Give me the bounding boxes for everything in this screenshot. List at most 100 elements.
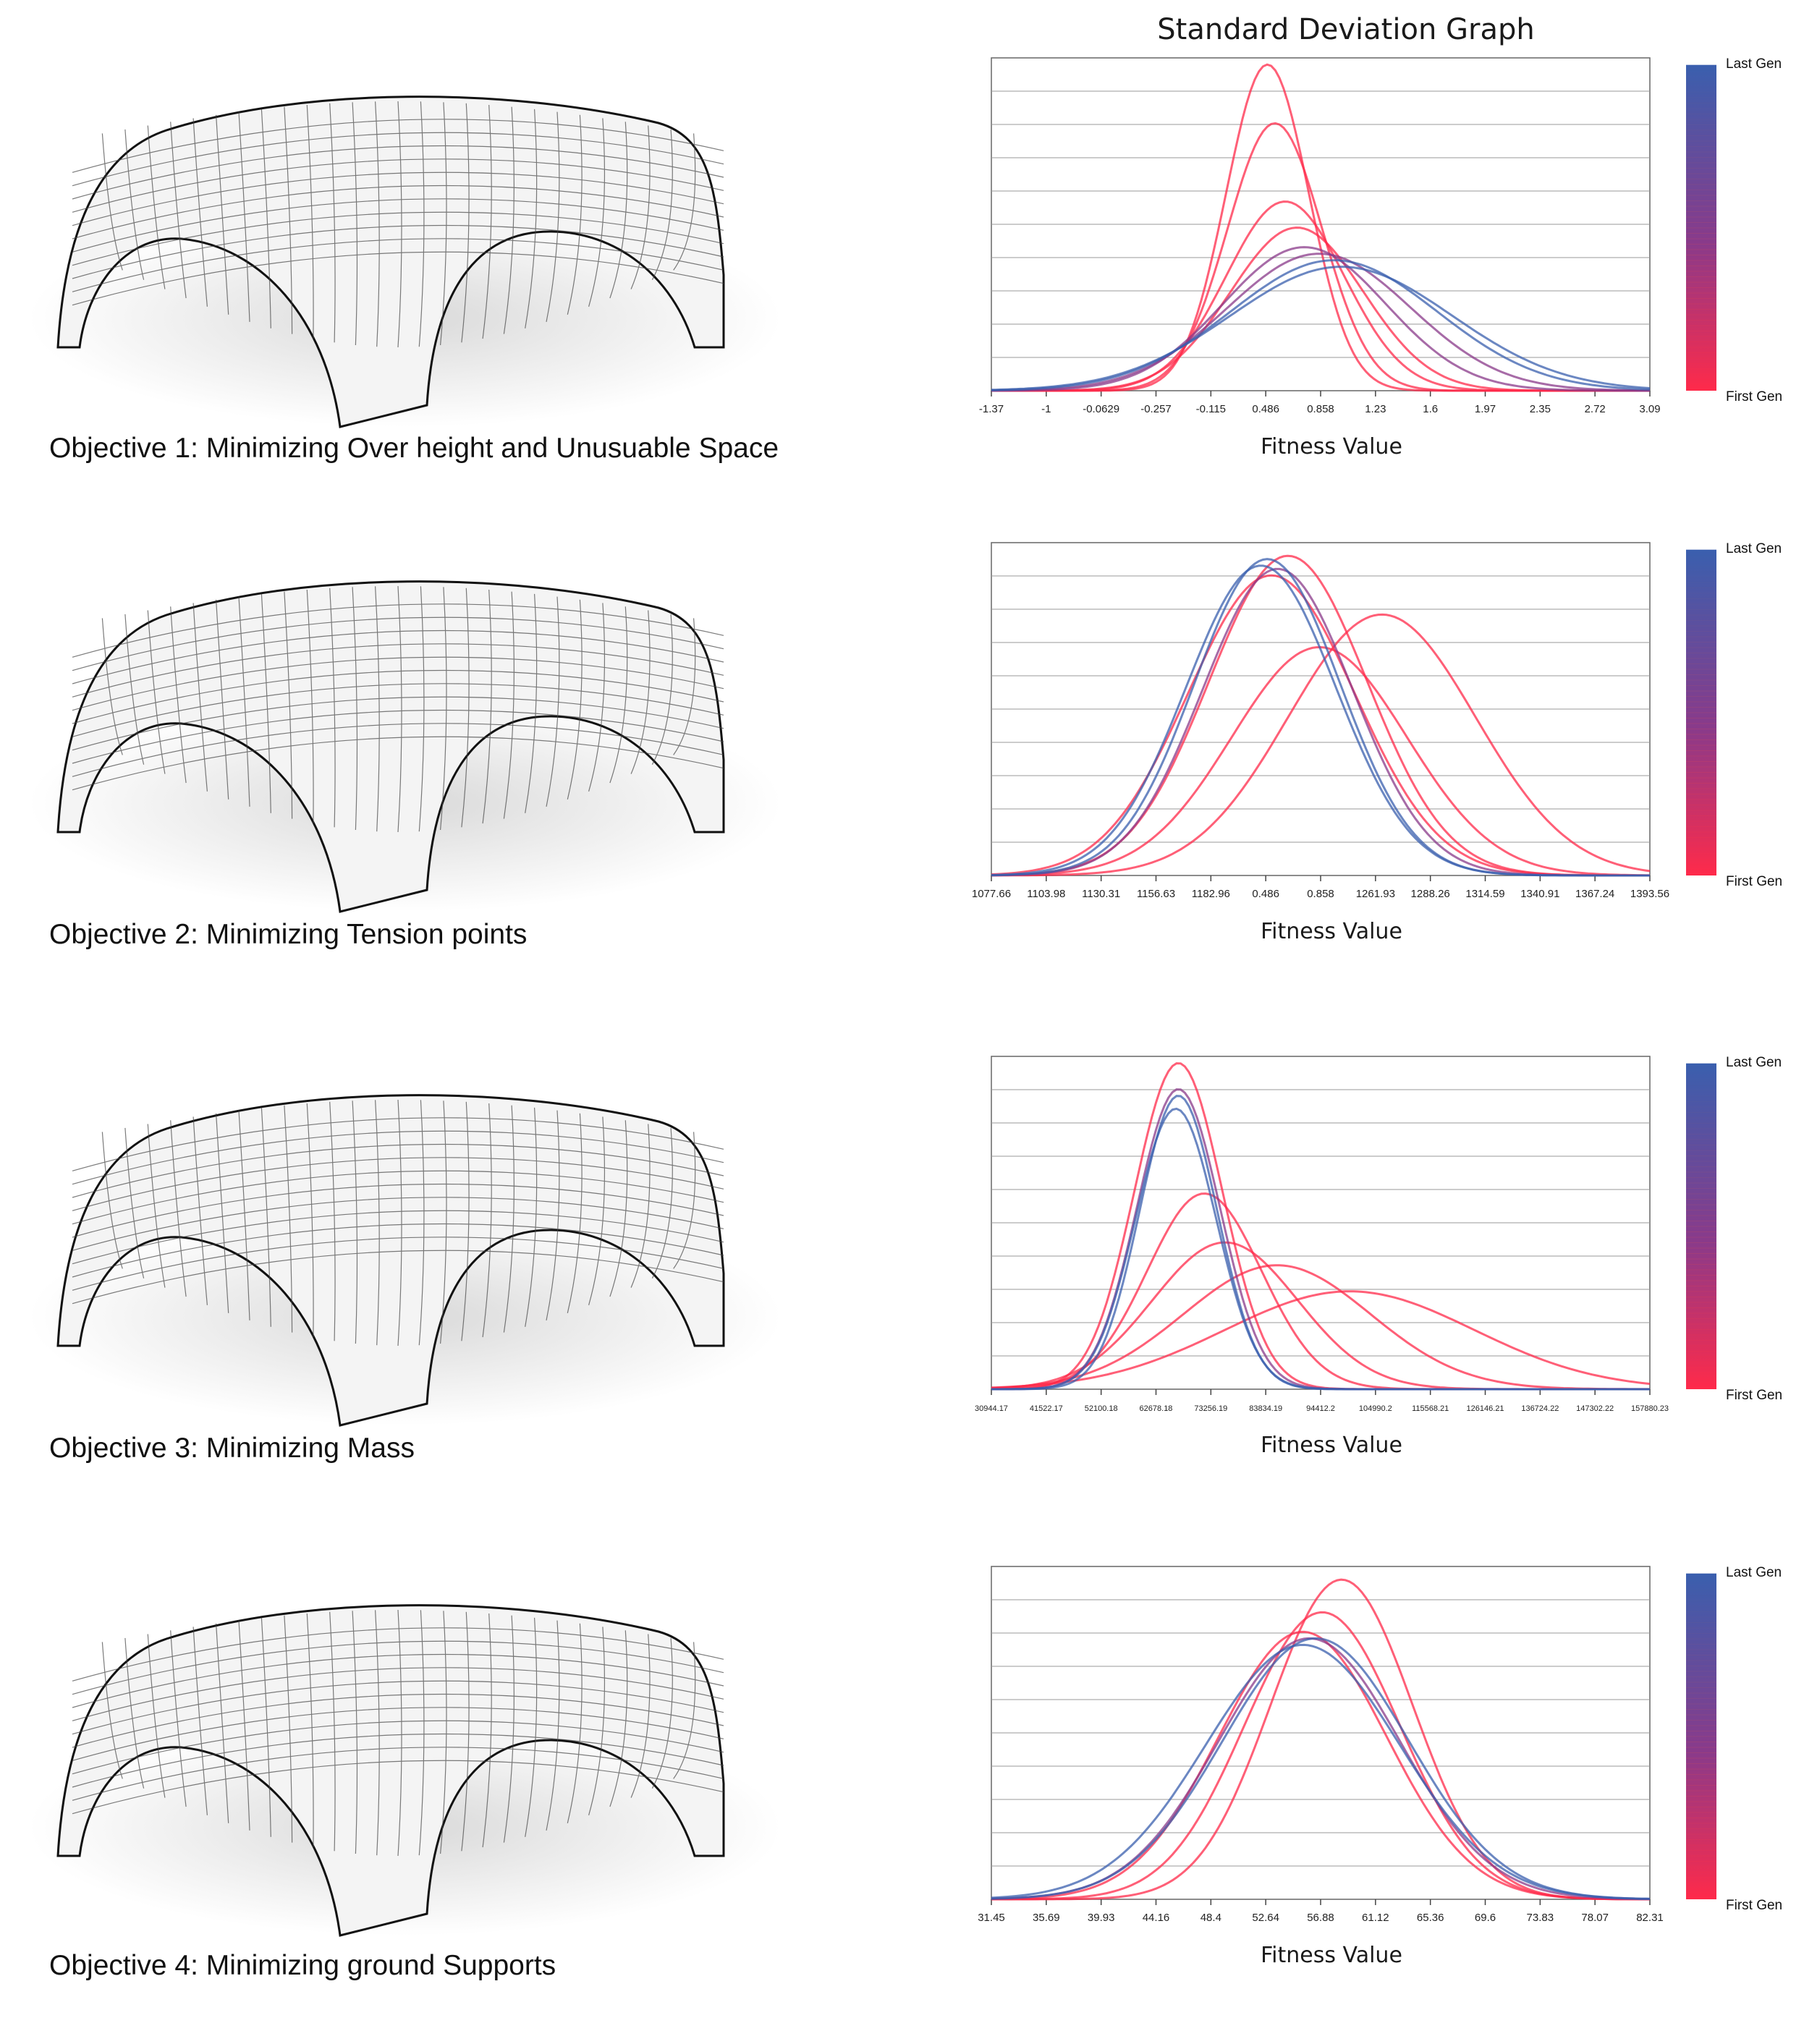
x-tick-label: 2.72 (1585, 403, 1606, 415)
objective-row-2: Objective 2: Minimizing Tension points 1… (0, 528, 1804, 1020)
vault-render-2 (29, 580, 782, 913)
x-tick-label: 56.88 (1307, 1912, 1334, 1924)
legend-last-gen: Last Gen (1726, 56, 1782, 72)
objective-row-3: Objective 3: Minimizing Mass 30944.17 415… (0, 1042, 1804, 1534)
x-axis-label: Fitness Value (1261, 1943, 1402, 1968)
x-tick-label: 126146.21 (1467, 1404, 1504, 1413)
x-tick-label: 1288.26 (1411, 888, 1450, 900)
objective-caption: Objective 4: Minimizing ground Supports (49, 1950, 556, 1981)
x-axis-label: Fitness Value (1261, 1433, 1402, 1458)
sd-chart-3: 30944.17 41522.17 52100.18 62678.18 73256.19… (941, 1042, 1804, 1534)
x-tick-label: 48.4 (1200, 1912, 1221, 1924)
x-tick-label: 0.858 (1307, 888, 1334, 900)
series-curve-last (991, 259, 1651, 391)
chart-svg: -1.37 -1 -0.0629 -0.257 -0.115 0.486 0.858 1.23… (979, 57, 1716, 415)
legend-first-gen: First Gen (1726, 874, 1783, 889)
x-tick-label: 65.36 (1417, 1912, 1444, 1924)
series-curve-last (991, 564, 1650, 877)
series-curve-mid (991, 246, 1650, 392)
x-tick-label: 78.07 (1581, 1912, 1609, 1924)
chart-svg: 31.45 35.69 39.93 44.16 48.4 52.64 56.88 61.12 6… (978, 1566, 1716, 1924)
x-tick-label: 73.83 (1527, 1912, 1554, 1924)
x-tick-label: 41522.17 (1030, 1404, 1063, 1413)
x-tick-label: 1393.56 (1630, 888, 1669, 900)
x-tick-label: 0.486 (1252, 403, 1279, 415)
x-tick-label: 94412.2 (1306, 1404, 1335, 1413)
objective-caption: Objective 2: Minimizing Tension points (49, 919, 528, 950)
vault-mesh (72, 585, 724, 833)
vault-surface (56, 1604, 725, 1937)
legend-last-gen: Last Gen (1726, 541, 1782, 556)
x-tick-label: 30944.17 (975, 1404, 1008, 1413)
x-tick-label: 1314.59 (1465, 888, 1504, 900)
x-tick-label: 3.09 (1639, 403, 1660, 415)
x-tick-label: 1077.66 (972, 888, 1011, 900)
vault-surface (56, 580, 725, 913)
x-tick-label: 82.31 (1636, 1912, 1664, 1924)
x-tick-label: 52100.18 (1085, 1404, 1118, 1413)
x-tick-label: 1.23 (1365, 403, 1386, 415)
x-tick-label: 69.6 (1475, 1912, 1496, 1924)
series-curve-last (991, 1107, 1650, 1391)
x-tick-label: 115568.21 (1412, 1404, 1449, 1413)
series-curve-first (991, 1264, 1650, 1391)
x-tick-label: 104990.2 (1359, 1404, 1392, 1413)
vault-mesh (72, 1099, 724, 1347)
sd-chart-4: 31.45 35.69 39.93 44.16 48.4 52.64 56.88 61.12 6… (941, 1552, 1804, 2044)
legend-first-gen: First Gen (1726, 1898, 1783, 1913)
x-tick-label: 1340.91 (1520, 888, 1559, 900)
x-tick-label: 1367.24 (1575, 888, 1614, 900)
x-tick-label: 52.64 (1252, 1912, 1279, 1924)
sd-chart-2: 1077.66 1103.98 1130.31 1156.63 1182.96 0.486… (941, 528, 1804, 1020)
x-tick-label: 61.12 (1362, 1912, 1389, 1924)
chart-svg: 1077.66 1103.98 1130.31 1156.63 1182.96 0.486… (972, 542, 1716, 900)
x-tick-label: 44.16 (1143, 1912, 1170, 1924)
x-tick-label: 1182.96 (1192, 888, 1230, 900)
vault-render-4 (29, 1604, 782, 1937)
x-tick-label: -0.257 (1140, 403, 1172, 415)
series-curve-first (991, 226, 1650, 392)
x-tick-label: 1130.31 (1082, 888, 1120, 900)
objective-caption: Objective 1: Minimizing Over height and … (49, 433, 779, 464)
x-tick-label: -1.37 (979, 403, 1004, 415)
x-tick-label: 73256.19 (1194, 1404, 1227, 1413)
x-tick-label: 2.35 (1530, 403, 1551, 415)
x-axis-label: Fitness Value (1261, 919, 1402, 944)
series-curve-last (991, 1637, 1651, 1900)
x-tick-label: 83834.19 (1249, 1404, 1282, 1413)
vault-mesh (72, 101, 724, 348)
series-curve-first (991, 1290, 1651, 1389)
objective-row-4: Objective 4: Minimizing ground Supports … (0, 1552, 1804, 2044)
vault-render-1 (29, 96, 782, 428)
series-curve-mid (991, 253, 1650, 392)
x-tick-label: -1 (1041, 403, 1051, 415)
legend-first-gen: First Gen (1726, 389, 1783, 404)
x-tick-label: 39.93 (1088, 1912, 1115, 1924)
chart-svg: 30944.17 41522.17 52100.18 62678.18 73256.19… (975, 1056, 1716, 1413)
series-curve-first (991, 613, 1651, 877)
legend-first-gen: First Gen (1726, 1388, 1783, 1403)
series-curve-last (991, 266, 1651, 391)
x-tick-label: 35.69 (1033, 1912, 1060, 1924)
vault-surface (56, 1094, 725, 1427)
vault-render-3 (29, 1094, 782, 1427)
vault-surface (56, 96, 725, 428)
x-tick-label: 1261.93 (1356, 888, 1395, 900)
x-tick-label: 1.97 (1475, 403, 1496, 415)
x-tick-label: 136724.22 (1521, 1404, 1559, 1413)
vault-mesh (72, 1609, 724, 1857)
page-title: Standard Deviation Graph (1157, 13, 1535, 46)
x-tick-label: -0.115 (1196, 403, 1226, 415)
x-tick-label: 157880.23 (1631, 1404, 1669, 1413)
objective-row-1: Objective 1: Minimizing Over height and … (0, 43, 1804, 535)
x-tick-label: 147302.22 (1576, 1404, 1614, 1413)
legend-last-gen: Last Gen (1726, 1055, 1782, 1070)
objective-caption: Objective 3: Minimizing Mass (49, 1433, 415, 1464)
x-tick-label: 1156.63 (1137, 888, 1175, 900)
x-tick-label: 31.45 (978, 1912, 1005, 1924)
x-tick-label: 0.486 (1252, 888, 1279, 900)
x-tick-label: 1103.98 (1027, 888, 1065, 900)
x-axis-label: Fitness Value (1261, 434, 1402, 459)
x-tick-label: -0.0629 (1083, 403, 1119, 415)
legend-last-gen: Last Gen (1726, 1565, 1782, 1580)
